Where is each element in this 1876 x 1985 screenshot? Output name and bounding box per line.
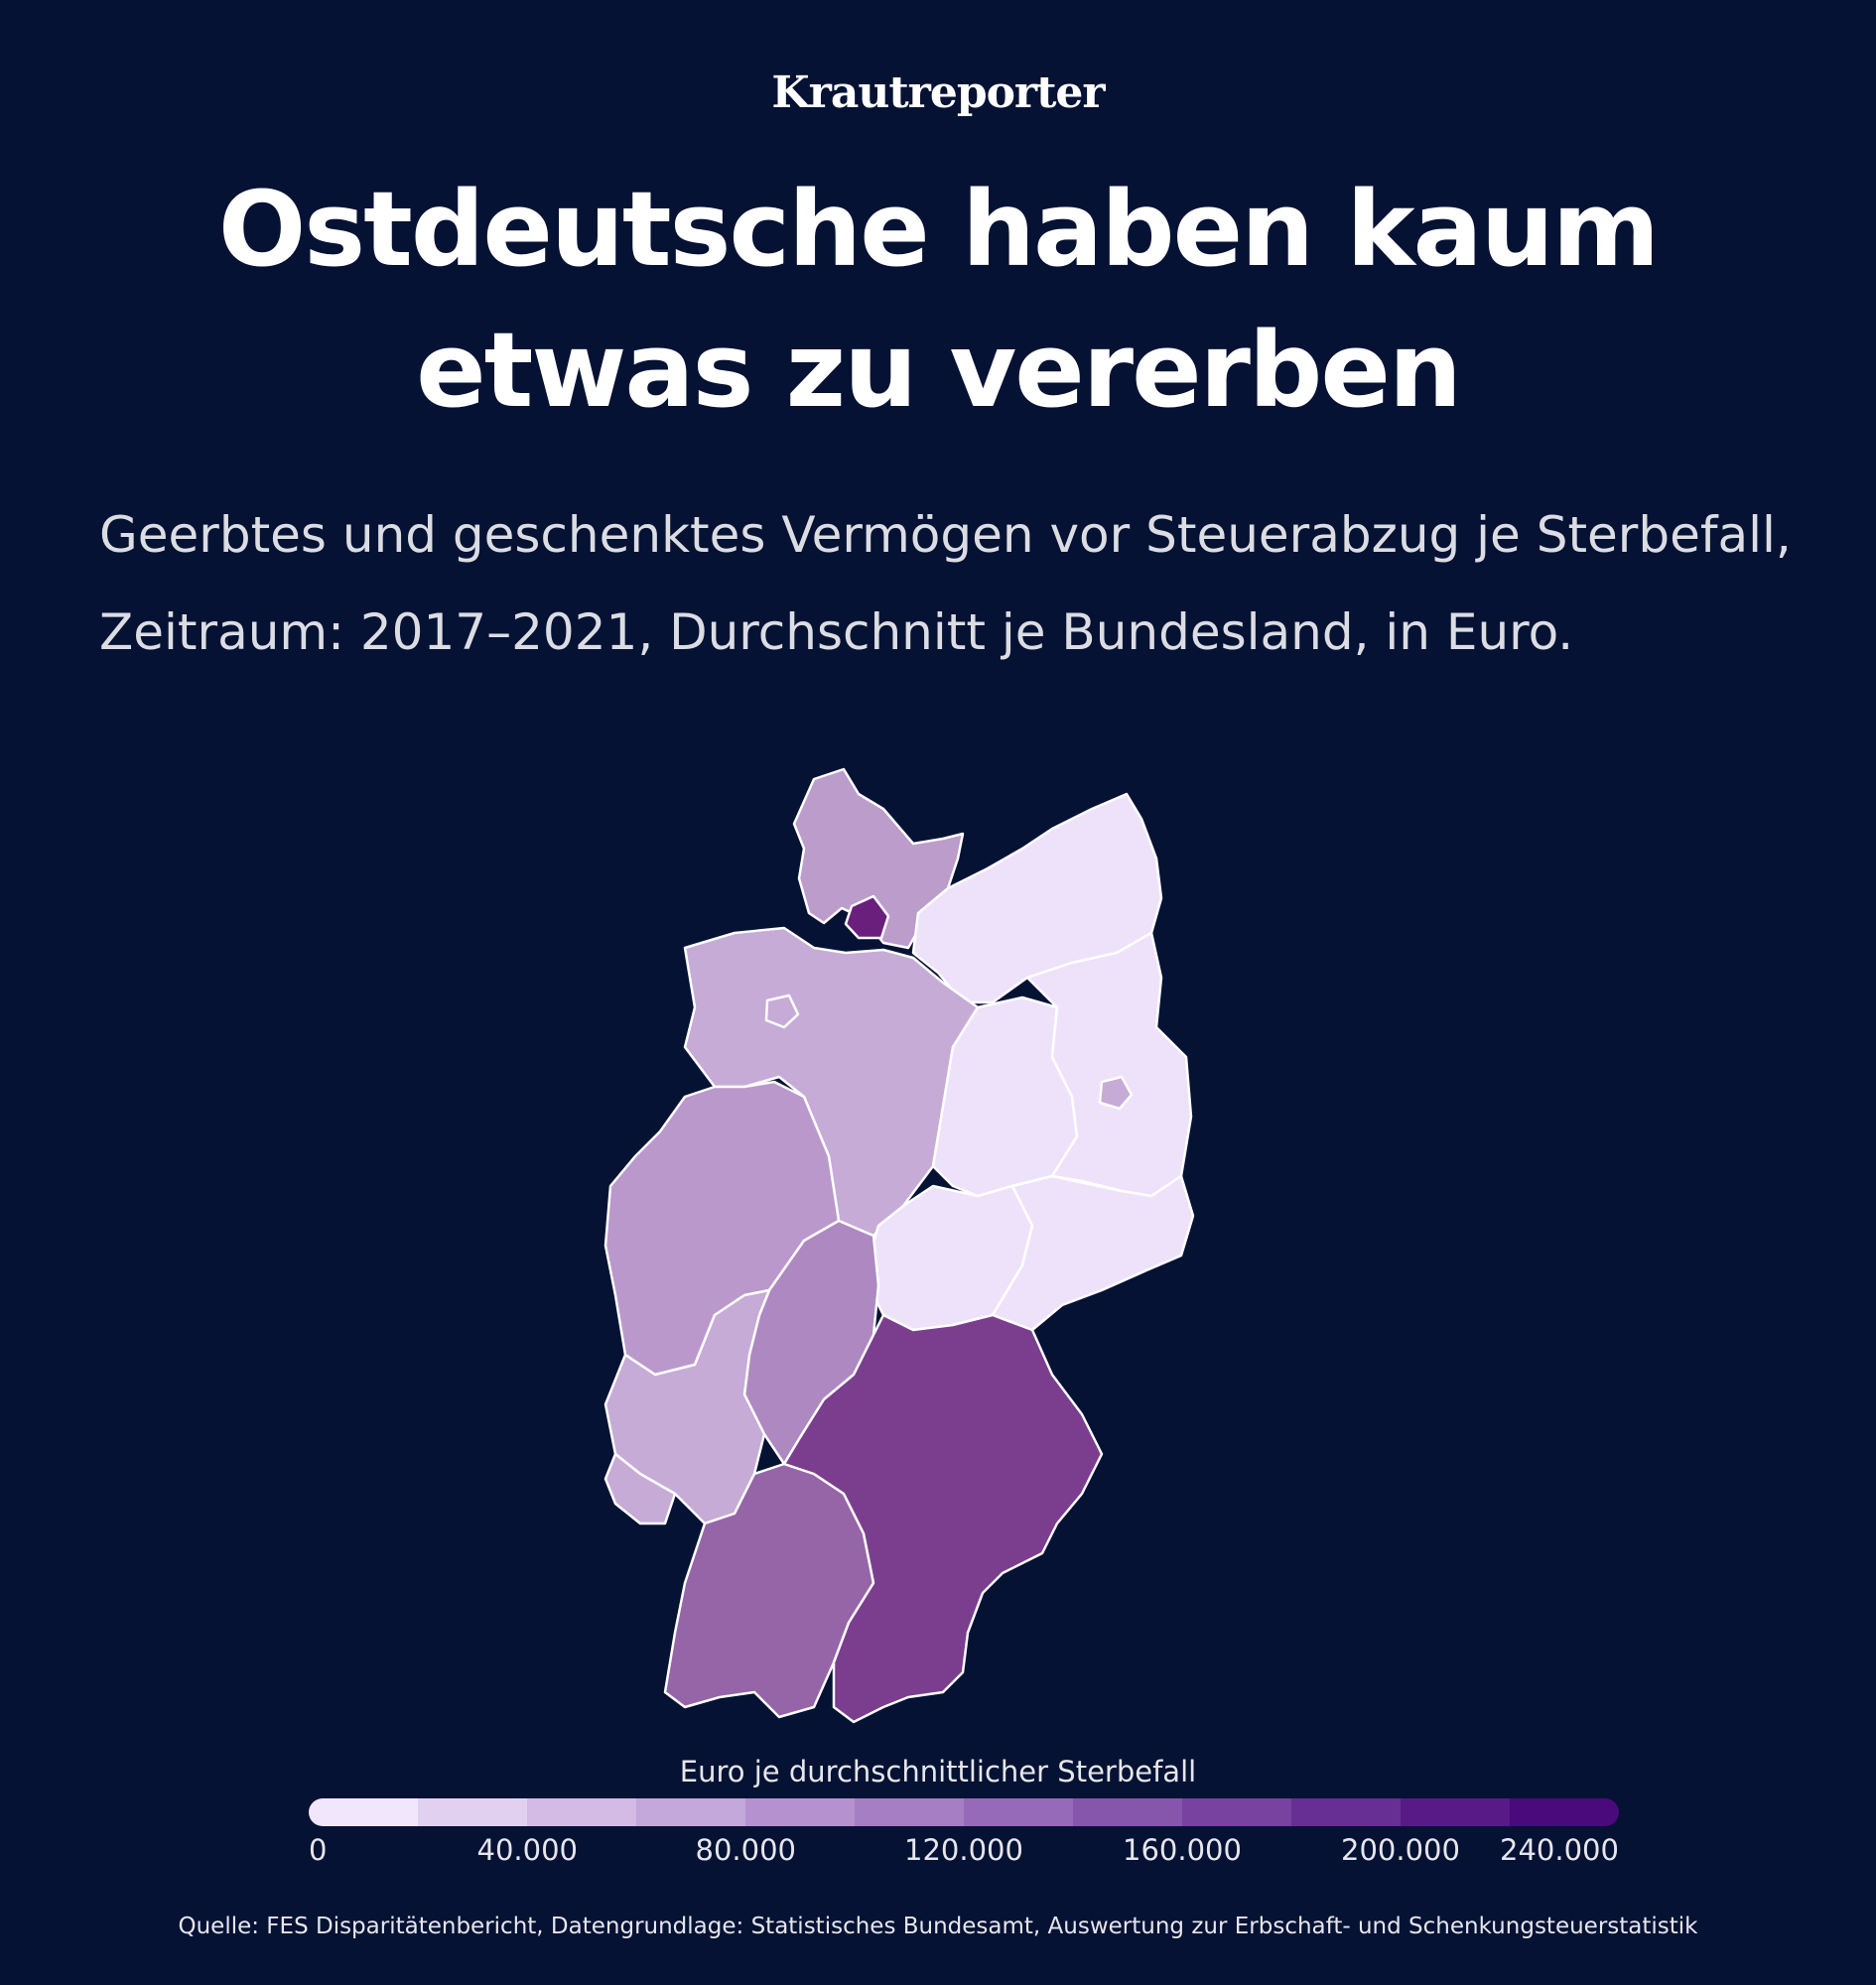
- title-line-1: Ostdeutsche haben kaum: [217, 169, 1660, 290]
- legend-color-step: [636, 1798, 745, 1826]
- title-line-2: etwas zu vererben: [416, 310, 1462, 431]
- region-bremen: Bremen: [764, 993, 800, 1029]
- legend-tick-label: 200.000: [1341, 1833, 1460, 1867]
- legend-tick-label: 40.000: [476, 1833, 578, 1867]
- legend-color-step: [418, 1798, 527, 1826]
- legend-tick-label: 80.000: [695, 1833, 796, 1867]
- source-note: Quelle: FES Disparitätenbericht, Datengr…: [178, 1914, 1698, 1939]
- legend-color-step: [1182, 1798, 1291, 1826]
- legend-color-step: [745, 1798, 855, 1826]
- legend-color-step: [855, 1798, 964, 1826]
- legend-ticks: 0 40.000 80.000 120.000 160.000 200.000 240.00…: [309, 1833, 1619, 1873]
- legend-color-step: [1401, 1798, 1510, 1826]
- page-title: Ostdeutsche haben kaum etwas zu vererben: [0, 159, 1876, 441]
- subtitle: Geerbtes und geschenktes Vermögen vor St…: [99, 486, 1836, 681]
- legend-color-step: [1291, 1798, 1401, 1826]
- legend-color-step: [964, 1798, 1073, 1826]
- region-berlin: Berlin: [1098, 1075, 1134, 1111]
- legend-color-step: [309, 1798, 418, 1826]
- brand-logo: Krautreporter: [771, 67, 1105, 118]
- subtitle-line-2: Zeitraum: 2017–2021, Durchschnitt je Bun…: [99, 603, 1574, 661]
- legend-tick-label: 160.000: [1123, 1833, 1242, 1867]
- legend-color-scale: [309, 1798, 1619, 1826]
- legend-color-step: [1073, 1798, 1182, 1826]
- legend-tick-label: 120.000: [904, 1833, 1023, 1867]
- germany-map: Schleswig-Holstein Hamburg Mecklenburg-V…: [603, 767, 1195, 1724]
- region-sachsen: Sachsen: [991, 1174, 1195, 1332]
- legend-color-step: [527, 1798, 636, 1826]
- legend-title: Euro je durchschnittlicher Sterbefall: [679, 1755, 1197, 1788]
- legend-tick-label: 0: [309, 1833, 328, 1867]
- region-saarland: Saarland: [603, 1452, 677, 1525]
- region-bayern: Bayern: [782, 1313, 1104, 1724]
- region-hamburg: Hamburg: [844, 894, 890, 940]
- subtitle-line-1: Geerbtes und geschenktes Vermögen vor St…: [99, 506, 1792, 564]
- legend-tick-label: 240.000: [1500, 1833, 1619, 1867]
- legend-color-step: [1510, 1798, 1619, 1826]
